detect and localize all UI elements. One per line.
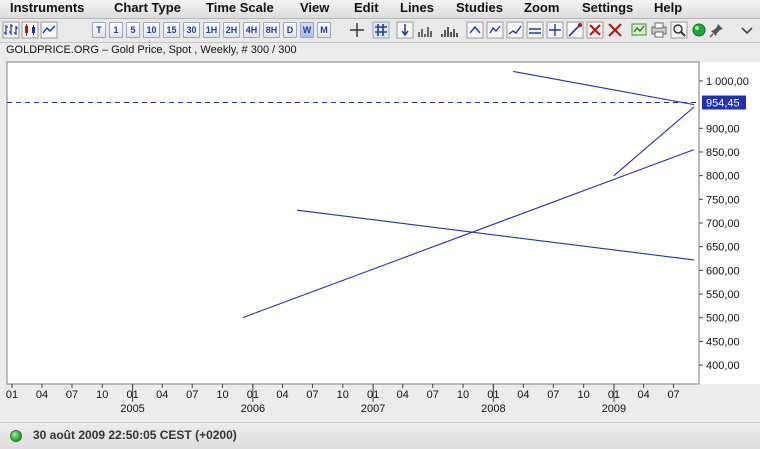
status-indicator-icon (10, 430, 22, 442)
connection-status-icon (692, 23, 706, 37)
menu-bar: Instruments Chart Type Time Scale View Edit L… (0, 0, 760, 19)
last-price-label: 954,45 (706, 98, 740, 110)
studies-icon[interactable] (630, 21, 648, 39)
year-label: 2006 (241, 403, 265, 415)
x-tick-label: 07 (306, 389, 318, 401)
trendline[interactable] (296, 209, 695, 261)
menu-settings[interactable]: Settings (582, 0, 634, 15)
y-tick-label: 450,00 (706, 336, 740, 348)
print-icon[interactable] (650, 21, 668, 39)
last-price-badge (702, 95, 746, 110)
x-tick-label: 07 (186, 389, 198, 401)
status-bar: 30 août 2009 22:50:05 CEST (+0200) (0, 422, 760, 449)
menu-studies[interactable]: Studies (456, 0, 503, 15)
interval-t-button[interactable]: T (92, 22, 106, 38)
volume-bars-icon[interactable] (416, 21, 434, 39)
interval-w-button[interactable]: W (300, 22, 314, 38)
menu-time-scale[interactable]: Time Scale (206, 0, 274, 15)
interval-8h-button[interactable]: 8H (263, 22, 280, 38)
year-label: 2009 (602, 403, 626, 415)
y-tick-label: 750,00 (706, 194, 740, 206)
x-tick-label: 04 (637, 389, 649, 401)
x-tick-label: 04 (276, 389, 288, 401)
y-tick-label: 800,00 (706, 171, 740, 183)
year-label: 2005 (120, 403, 144, 415)
y-tick-label: 500,00 (706, 313, 740, 325)
interval-1h-button[interactable]: 1H (203, 22, 220, 38)
grid-toggle-icon[interactable] (372, 21, 390, 39)
x-tick-label: 04 (397, 389, 409, 401)
interval-1-button[interactable]: 1 (109, 22, 123, 38)
line-chart-type-icon[interactable] (40, 21, 58, 39)
y-tick-label: 400,00 (706, 360, 740, 372)
y-tick-label: 900,00 (706, 123, 740, 135)
menu-help[interactable]: Help (654, 0, 683, 15)
y-tick-label: 1 000,00 (706, 76, 749, 88)
zoom-in-icon[interactable] (396, 21, 414, 39)
x-tick-label: 04 (156, 389, 168, 401)
axis-area (700, 62, 760, 384)
delete-lines-icon[interactable] (586, 21, 604, 39)
interval-10-button[interactable]: 10 (143, 22, 160, 38)
menu-edit[interactable]: Edit (354, 0, 379, 15)
draw-line-icon[interactable] (566, 21, 584, 39)
chart-title: GOLDPRICE.ORG – Gold Price, Spot , Weekl… (6, 44, 297, 56)
interval-4h-button[interactable]: 4H (243, 22, 260, 38)
y-tick-label: 650,00 (706, 242, 740, 254)
trendline[interactable] (613, 106, 695, 177)
x-tick-label: 07 (667, 389, 679, 401)
y-tick-label: 700,00 (706, 218, 740, 230)
cross-marker-icon[interactable] (606, 21, 624, 39)
x-tick-label: 07 (547, 389, 559, 401)
status-datetime: 30 août 2009 22:50:05 CEST (+0200) (33, 428, 237, 442)
price-chart[interactable]: 954,45 400,00 450,00 500,00 550,00 600,00 650… (0, 42, 760, 422)
y-tick-label: 550,00 (706, 289, 740, 301)
zoom-button-4-icon[interactable] (526, 21, 544, 39)
menu-instruments[interactable]: Instruments (10, 0, 85, 15)
zoom-button-3-icon[interactable] (506, 21, 524, 39)
year-label: 2008 (481, 403, 505, 415)
y-tick-label: 850,00 (706, 147, 740, 159)
crosshair-cursor-icon[interactable] (348, 21, 366, 39)
x-tick-label: 04 (517, 389, 529, 401)
pin-icon[interactable] (708, 21, 726, 39)
collapse-chevron-icon[interactable] (738, 21, 756, 39)
toolbar: T 1 5 10 15 30 1H 2H 4H 8H D W M (0, 19, 760, 43)
interval-15-button[interactable]: 15 (163, 22, 180, 38)
x-tick-label: 07 (66, 389, 78, 401)
zoom-button-2-icon[interactable] (486, 21, 504, 39)
trendline[interactable] (242, 149, 695, 319)
interval-m-button[interactable]: M (317, 22, 331, 38)
zoom-button-1-icon[interactable] (466, 21, 484, 39)
trendline[interactable] (513, 70, 695, 106)
menu-lines[interactable]: Lines (400, 0, 434, 15)
histogram-icon[interactable] (440, 21, 458, 39)
interval-30-button[interactable]: 30 (183, 22, 200, 38)
x-tick-label: 01 (6, 389, 18, 401)
interval-d-button[interactable]: D (283, 22, 297, 38)
bar-chart-type-icon[interactable] (2, 21, 20, 39)
menu-chart-type[interactable]: Chart Type (114, 0, 181, 15)
menu-zoom[interactable]: Zoom (524, 0, 560, 15)
interval-5-button[interactable]: 5 (126, 22, 140, 38)
x-tick-label: 10 (216, 389, 228, 401)
year-label: 2007 (361, 403, 385, 415)
x-tick-label: 10 (457, 389, 469, 401)
x-tick-label: 10 (578, 389, 590, 401)
x-tick-label: 04 (36, 389, 48, 401)
plot-area (6, 61, 700, 385)
y-tick-label: 600,00 (706, 265, 740, 277)
menu-view[interactable]: View (300, 0, 330, 15)
interval-2h-button[interactable]: 2H (223, 22, 240, 38)
x-tick-label: 10 (96, 389, 108, 401)
zoom-button-5-icon[interactable] (546, 21, 564, 39)
magnifier-icon[interactable] (670, 21, 688, 39)
x-tick-label: 07 (427, 389, 439, 401)
x-tick-label: 10 (337, 389, 349, 401)
candle-chart-type-icon[interactable] (21, 21, 39, 39)
